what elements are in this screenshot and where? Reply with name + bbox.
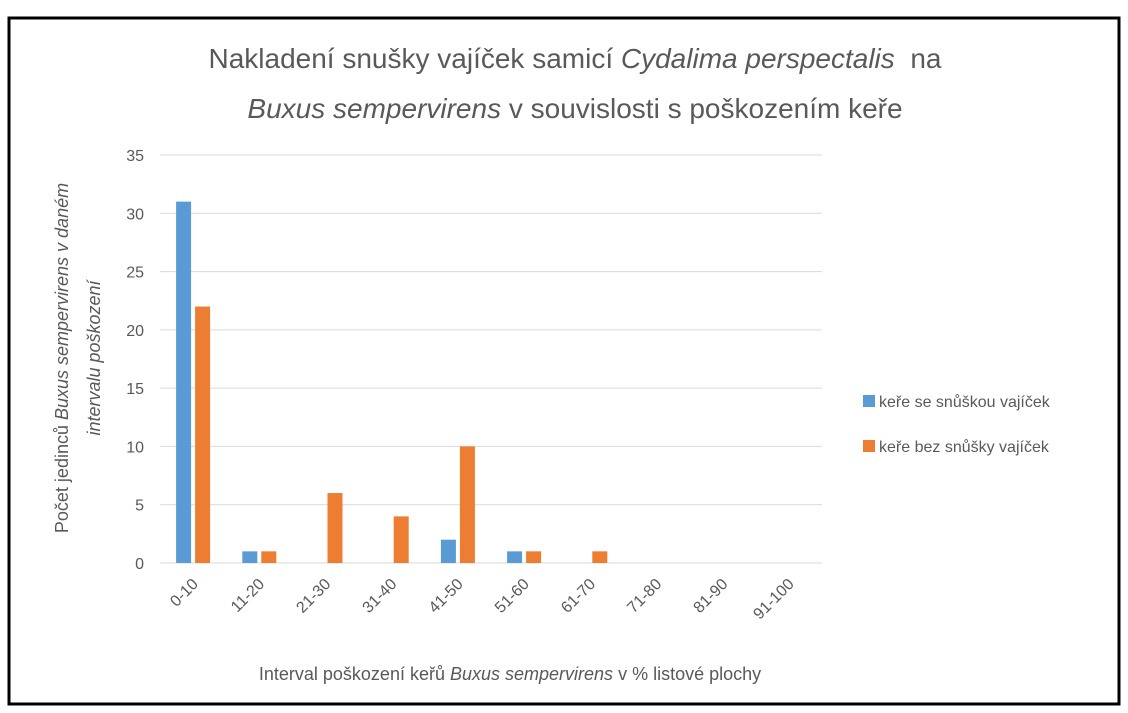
chart-title: Buxus sempervirens v souvislosti s poško… bbox=[247, 93, 902, 124]
title-part: na bbox=[895, 43, 942, 74]
y-tick-label: 10 bbox=[126, 439, 144, 456]
bar bbox=[261, 551, 277, 563]
bar bbox=[327, 493, 343, 563]
bar bbox=[195, 306, 211, 563]
y-axis-label: Počet jedinců Buxus sempervirens v daném… bbox=[52, 183, 104, 533]
bar bbox=[592, 551, 608, 563]
legend-swatch bbox=[863, 440, 875, 452]
bar bbox=[459, 446, 475, 563]
x-axis-label: Interval poškození keřů Buxus sempervire… bbox=[259, 664, 761, 684]
title-part: Buxus sempervirens bbox=[247, 93, 501, 124]
legend-label: keře bez snůšky vajíček bbox=[879, 438, 1050, 456]
y-tick-label: 25 bbox=[126, 265, 144, 282]
y-tick-label: 20 bbox=[126, 323, 144, 340]
bar bbox=[176, 201, 192, 563]
y-label-line: intervalu poškození bbox=[84, 278, 104, 435]
y-tick-label: 5 bbox=[135, 498, 144, 515]
chart-frame bbox=[7, 16, 1121, 706]
legend-label: keře se snůškou vajíček bbox=[879, 393, 1051, 411]
bar bbox=[440, 539, 456, 563]
y-tick-label: 15 bbox=[126, 381, 144, 398]
legend-swatch bbox=[863, 395, 875, 407]
title-part: Cydalima perspectalis bbox=[621, 43, 895, 74]
title-part: v souvislosti s poškozením keře bbox=[501, 93, 903, 124]
y-label-line: Počet jedinců Buxus sempervirens v daném bbox=[52, 183, 72, 533]
y-tick-label: 35 bbox=[126, 148, 144, 165]
y-tick-label: 0 bbox=[135, 556, 144, 573]
y-tick-label: 30 bbox=[126, 206, 144, 223]
chart-title: Nakladení snušky vajíček samicí Cydalima… bbox=[209, 43, 942, 74]
title-part: Nakladení snušky vajíček samicí bbox=[209, 43, 621, 74]
bar bbox=[507, 551, 523, 563]
y-label-part: Počet jedinců bbox=[52, 420, 72, 533]
bar bbox=[393, 516, 409, 563]
x-label-part: Buxus sempervirens bbox=[450, 664, 613, 684]
bar bbox=[526, 551, 542, 563]
x-label-part: Interval poškození keřů bbox=[259, 664, 450, 684]
x-label-part: v % listové plochy bbox=[613, 664, 761, 684]
y-label-part: Buxus sempervirens v daném bbox=[52, 183, 72, 420]
bar bbox=[242, 551, 258, 563]
